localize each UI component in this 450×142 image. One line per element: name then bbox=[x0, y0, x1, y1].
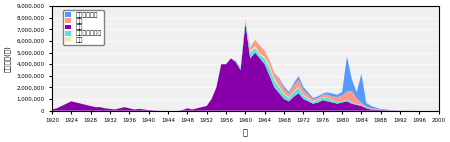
Legend: 大島～神津島, 三宅, 八丈, 青ヶ島～スミス, 鳥島: 大島～神津島, 三宅, 八丈, 青ヶ島～スミス, 鳥島 bbox=[63, 10, 104, 45]
X-axis label: 年: 年 bbox=[243, 129, 248, 138]
Y-axis label: 漁獲尾数(尾): 漁獲尾数(尾) bbox=[4, 45, 11, 72]
